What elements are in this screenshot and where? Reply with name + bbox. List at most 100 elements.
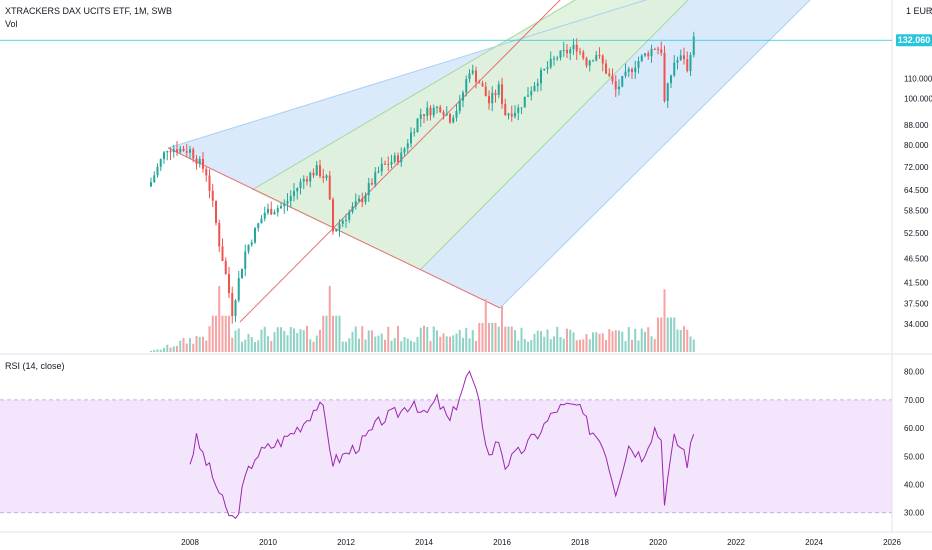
candle-body [393, 155, 396, 162]
price-tick-label: 64.500 [904, 186, 929, 195]
candle-body [552, 58, 556, 60]
volume-bar [175, 345, 179, 352]
candle-body [653, 48, 656, 50]
candle [660, 41, 663, 56]
candle-body [409, 132, 413, 144]
candle [364, 192, 367, 205]
time-tick-label: 2022 [727, 538, 745, 547]
candle-body [494, 92, 497, 95]
candle [309, 171, 312, 188]
candle-body [185, 151, 188, 153]
volume-bar [370, 330, 374, 352]
inner-lower-line [419, 0, 689, 271]
candle-body [211, 190, 214, 201]
volume-bar [153, 350, 156, 352]
volume-bar [510, 326, 513, 352]
volume-bar [650, 336, 653, 352]
candle [156, 163, 159, 178]
candle [582, 49, 585, 61]
candle-body [273, 212, 276, 215]
volume-bar [513, 330, 517, 352]
volume-bar [656, 317, 660, 352]
candle-body [673, 62, 676, 76]
volume-bar [520, 327, 523, 352]
volume-bar [432, 326, 435, 352]
price-tick-label: 88.000 [904, 121, 929, 130]
volume-bar [413, 342, 416, 352]
volume-bar [322, 315, 325, 352]
candle-body [523, 96, 526, 108]
candle [669, 74, 673, 89]
candle-body [686, 59, 689, 71]
volume-bar [296, 332, 299, 352]
candle-body [208, 175, 211, 191]
candle [653, 47, 656, 50]
volume-bar [429, 341, 432, 352]
price-tick-label: 110.000 [904, 74, 932, 83]
volume-bar [689, 336, 692, 352]
volume-bar [666, 317, 669, 352]
candle [549, 51, 552, 70]
volume-bar [149, 350, 153, 352]
volume-bar [484, 299, 487, 352]
volume-bar [546, 329, 549, 352]
candle-body [513, 112, 517, 117]
candle [559, 50, 562, 61]
candle [523, 96, 526, 108]
candle-body [478, 81, 481, 84]
candle-body [465, 79, 468, 93]
volume-bar [253, 342, 257, 352]
candle-body [546, 67, 549, 69]
candle-body [338, 223, 341, 230]
candle-body [318, 165, 322, 177]
volume-bar [601, 333, 604, 352]
channel-lower-line [499, 0, 811, 309]
currency-label[interactable]: 1 EUR [906, 6, 932, 16]
candle-body [237, 278, 240, 301]
volume-bar [305, 325, 309, 352]
candle [598, 47, 601, 59]
candle [211, 183, 214, 208]
volume-bar [608, 329, 611, 352]
volume-bar [403, 337, 406, 352]
volume-bar [416, 337, 419, 352]
candle-body [539, 69, 543, 84]
candle-body [530, 90, 533, 96]
volume-bar [539, 331, 543, 352]
candle [517, 104, 520, 121]
candle [533, 81, 536, 92]
volume-bar [640, 328, 643, 352]
candle [354, 193, 357, 210]
volume-bar [302, 330, 305, 352]
time-tick-label: 2010 [259, 538, 277, 547]
candle [637, 56, 640, 74]
volume-bar [390, 340, 393, 352]
candle-body [474, 70, 478, 82]
candle [455, 104, 458, 122]
candle-body [445, 113, 448, 116]
volume-bar [471, 330, 474, 352]
volume-bar [627, 326, 630, 352]
rsi-tick-label: 80.00 [904, 368, 925, 377]
candle [231, 286, 234, 324]
candle [367, 177, 370, 202]
candle [149, 177, 153, 188]
candle-body [448, 113, 452, 123]
candle [543, 68, 546, 72]
candle-body [588, 60, 591, 66]
candle [289, 190, 292, 208]
candle [387, 156, 390, 171]
volume-bar [562, 338, 565, 352]
candle-body [172, 149, 175, 153]
volume-bar [166, 344, 169, 352]
time-tick-label: 2020 [649, 538, 667, 547]
candle [569, 46, 572, 61]
candle-body [221, 246, 224, 261]
candle-body [562, 49, 565, 51]
candle-body [520, 107, 523, 109]
volume-bar [572, 332, 575, 352]
volume-bar [611, 331, 614, 352]
volume-bar [491, 322, 494, 352]
price-tick-label: 37.500 [904, 300, 929, 309]
